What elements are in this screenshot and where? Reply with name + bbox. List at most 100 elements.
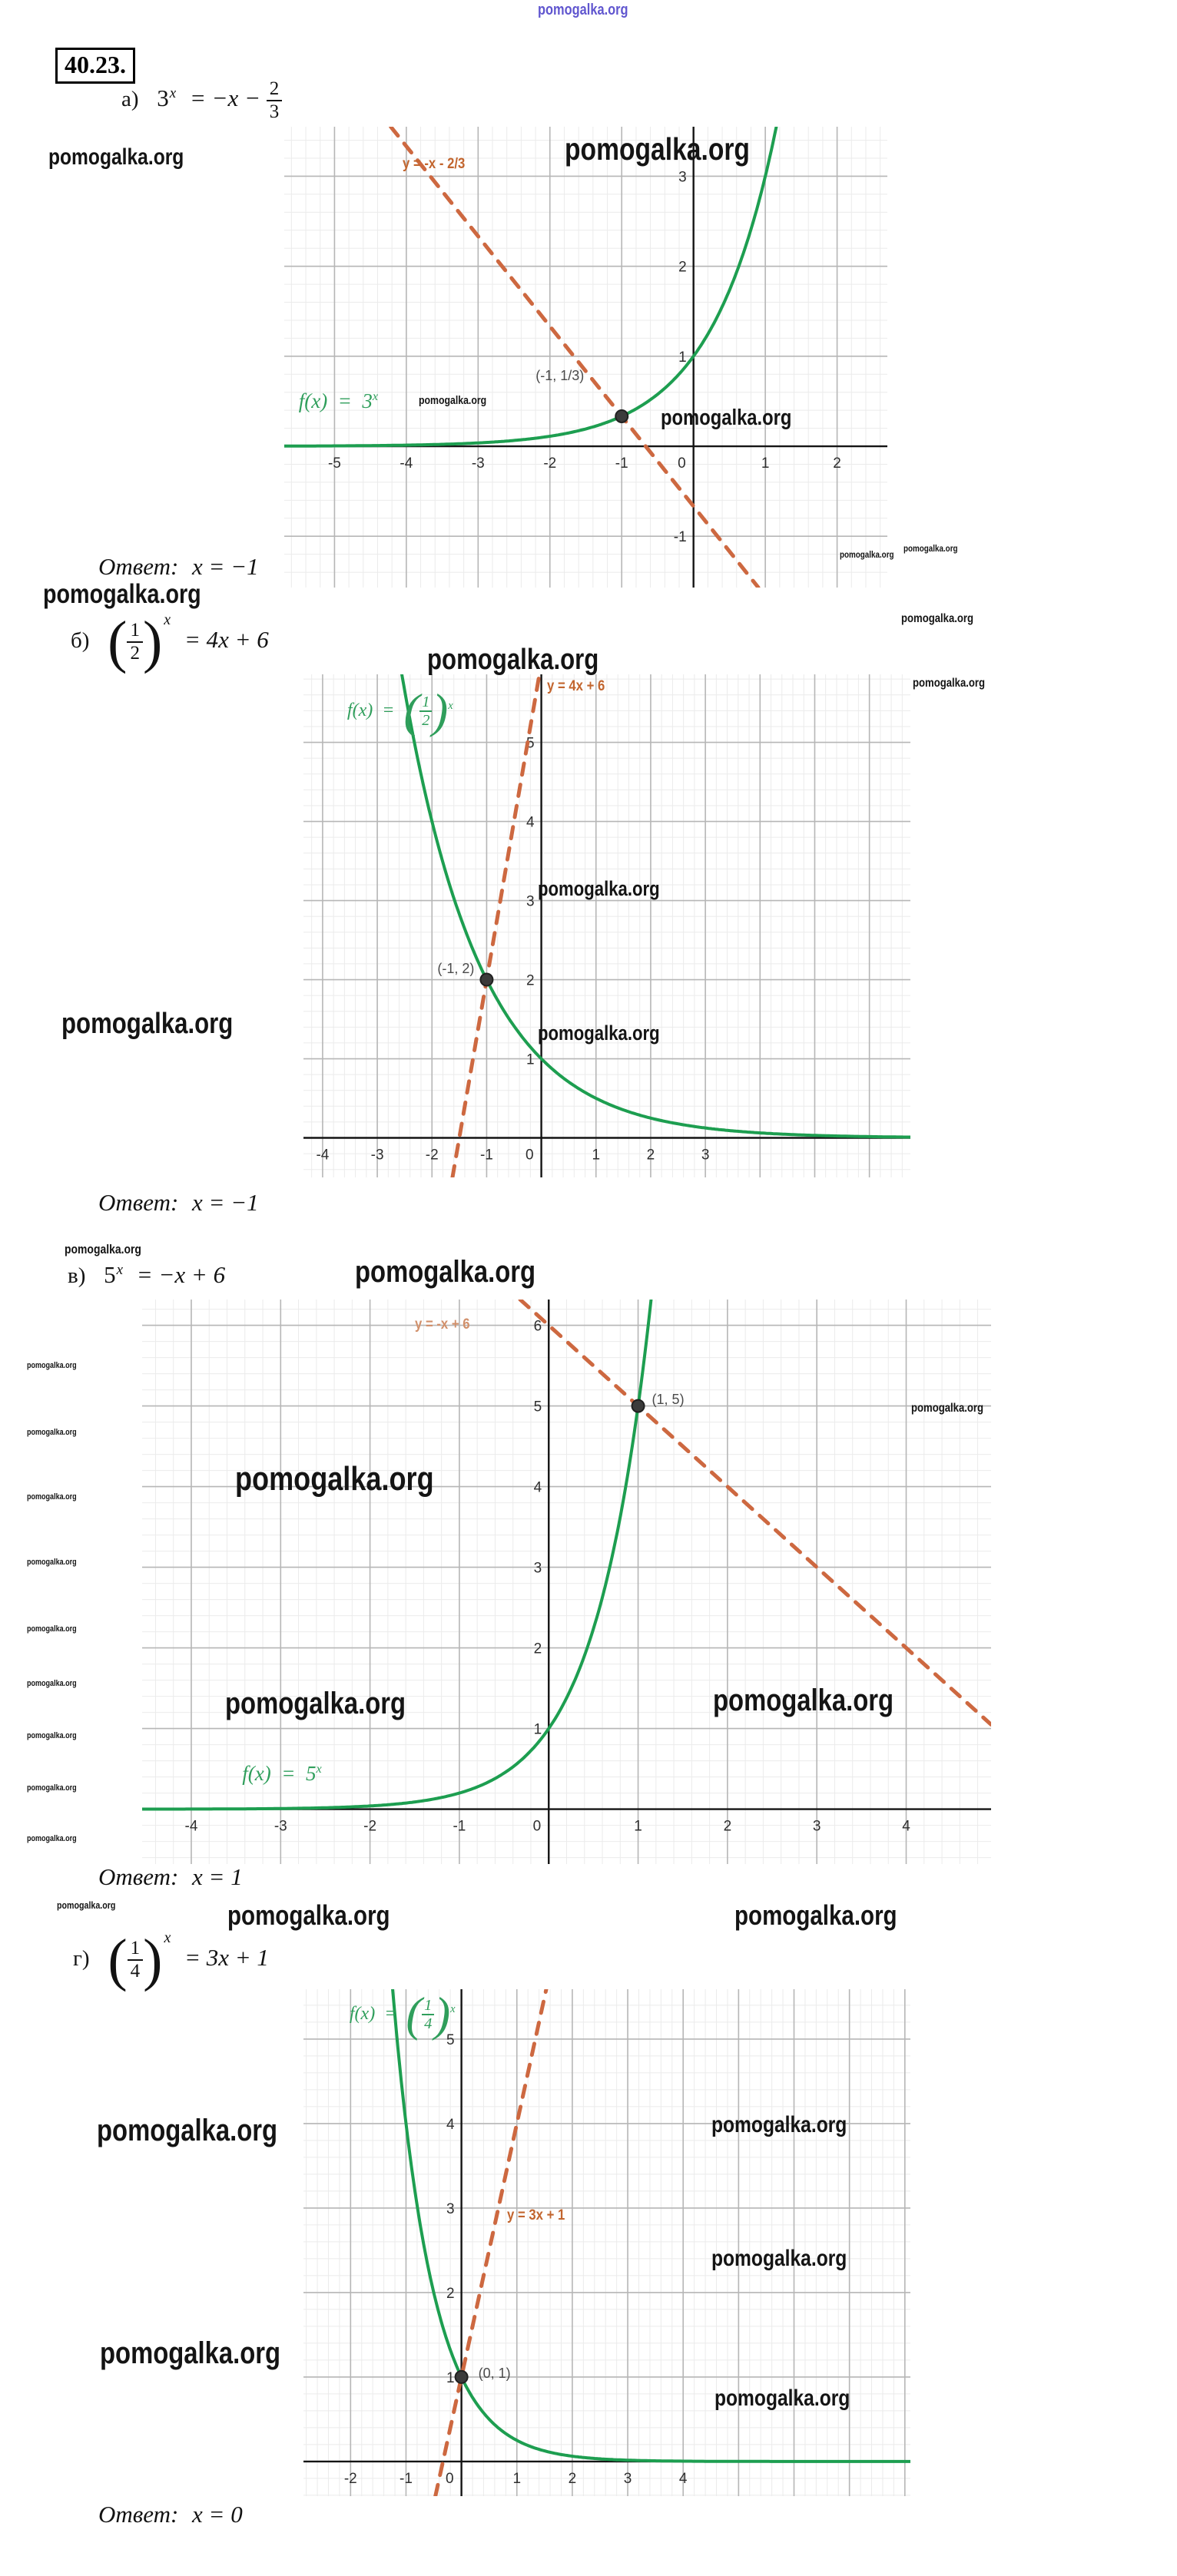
point-label: (0, 1) bbox=[478, 2365, 511, 2381]
line-equation-label: y = -x + 6 bbox=[414, 1316, 470, 1333]
tick-label: -4 bbox=[400, 455, 413, 472]
tick-label: 1 bbox=[512, 2471, 521, 2487]
tick-label: 3 bbox=[678, 169, 687, 185]
tick-label: 0 bbox=[678, 455, 686, 472]
tick-label: -4 bbox=[316, 1147, 329, 1164]
watermark: pomogalka.org bbox=[27, 1361, 77, 1370]
function-label: f(x) = (1 4)x bbox=[349, 1988, 456, 2041]
tick-label: 0 bbox=[533, 1819, 542, 1835]
answer-value: x = −1 bbox=[192, 553, 259, 580]
left-paren: ( bbox=[108, 609, 128, 674]
watermark: pomogalka.org bbox=[27, 1783, 77, 1793]
tick-label: 2 bbox=[534, 1641, 542, 1657]
right-paren: ) bbox=[142, 609, 163, 674]
tick-label: -5 bbox=[328, 455, 341, 472]
right-paren: ) bbox=[143, 1927, 163, 1992]
exp-curve bbox=[391, 1989, 910, 2463]
problem-number: 40.23. bbox=[55, 48, 135, 84]
answer-label: Ответ: bbox=[98, 1863, 179, 1890]
point-label: (-1, 2) bbox=[437, 960, 475, 976]
tick-label: 3 bbox=[526, 894, 535, 910]
watermark: pomogalka.org bbox=[419, 394, 487, 407]
line-equation-label: y = -x - 2/3 bbox=[403, 155, 466, 172]
tick-label: -3 bbox=[274, 1819, 287, 1835]
tick-label: -1 bbox=[453, 1819, 466, 1835]
tick-label: -3 bbox=[371, 1147, 384, 1164]
answer-label: Ответ: bbox=[98, 2501, 179, 2528]
watermark: pomogalka.org bbox=[235, 1460, 434, 1498]
tick-label: 0 bbox=[446, 2471, 454, 2487]
tick-label: -1 bbox=[615, 455, 628, 472]
function-label: f(x) = (1 2)x bbox=[346, 684, 453, 738]
function-label: f(x) = 5x bbox=[242, 1761, 322, 1785]
tick-label: 4 bbox=[534, 1480, 542, 1496]
answer-value: x = −1 bbox=[192, 1189, 259, 1216]
graph-v: -4 -3 -2 -1 0 1 2 3 4 1 2 3 4 5 6 (1, 5) f(x) = 5x y = -x… bbox=[142, 1300, 991, 1864]
tick-label: 4 bbox=[679, 2471, 688, 2487]
tick-label: 2 bbox=[569, 2471, 577, 2487]
tick-label: 1 bbox=[592, 1147, 600, 1164]
tick-label: 1 bbox=[634, 1819, 642, 1835]
tick-label: 1 bbox=[526, 1052, 535, 1068]
answer-g: Ответ: x = 0 bbox=[98, 2501, 243, 2528]
fraction-denominator: 4 bbox=[130, 1960, 141, 1982]
tick-label: -2 bbox=[426, 1147, 439, 1164]
watermark: pomogalka.org bbox=[43, 579, 201, 609]
watermark: pomogalka.org bbox=[27, 1834, 77, 1843]
tick-label: 1 bbox=[678, 349, 687, 366]
equation-g-rhs: = 3x + 1 bbox=[184, 1944, 269, 1971]
watermark: pomogalka.org bbox=[714, 2386, 850, 2411]
watermark: pomogalka.org bbox=[734, 1899, 897, 1931]
answer-value: x = 0 bbox=[192, 2501, 243, 2528]
tick-label: -1 bbox=[400, 2471, 413, 2487]
watermark: pomogalka.org bbox=[911, 1402, 984, 1415]
tick-label: 4 bbox=[902, 1819, 910, 1835]
answer-label: Ответ: bbox=[98, 553, 179, 580]
watermark: pomogalka.org bbox=[840, 549, 894, 560]
watermark: pomogalka.org bbox=[65, 1242, 141, 1257]
tick-label: 2 bbox=[446, 2286, 455, 2302]
plot-v: -4 -3 -2 -1 0 1 2 3 4 1 2 3 4 5 6 bbox=[142, 1300, 991, 1864]
problem-number-text: 40.23. bbox=[65, 51, 126, 78]
watermark: pomogalka.org bbox=[27, 1731, 77, 1740]
fraction-numerator: 2 bbox=[266, 78, 283, 101]
item-label-g: г) bbox=[73, 1946, 90, 1971]
point-label: (1, 5) bbox=[651, 1391, 685, 1407]
watermark: pomogalka.org bbox=[57, 1899, 116, 1911]
tick-label: 3 bbox=[446, 2201, 455, 2217]
tick-label: 0 bbox=[526, 1147, 534, 1164]
equation-b-rhs: = 4x + 6 bbox=[184, 626, 269, 653]
plot-a: -5 -4 -3 -2 -1 0 1 2 -1 1 2 3 bbox=[284, 127, 887, 588]
plot-b: -4 -3 -2 -1 0 1 2 3 1 2 3 4 5 bbox=[303, 674, 910, 1177]
tick-label: 3 bbox=[624, 2471, 632, 2487]
tick-label: 2 bbox=[526, 973, 535, 989]
intersection-point bbox=[631, 1399, 645, 1413]
answer-label: Ответ: bbox=[98, 1189, 179, 1216]
intersection-point bbox=[479, 972, 494, 987]
exp-curve bbox=[284, 127, 778, 448]
left-paren: ( bbox=[108, 1927, 128, 1992]
watermark: pomogalka.org bbox=[97, 2114, 278, 2147]
answer-value: x = 1 bbox=[192, 1863, 243, 1890]
tick-label: 1 bbox=[534, 1722, 542, 1738]
line-series bbox=[450, 674, 542, 1177]
tick-label: 3 bbox=[813, 1819, 821, 1835]
line-series bbox=[518, 1300, 991, 1727]
fraction-denominator: 2 bbox=[130, 642, 140, 664]
equation-v: в) 5x = −x + 6 bbox=[68, 1261, 225, 1289]
tick-label: -2 bbox=[344, 2471, 357, 2487]
equation-a-lhs-exponent: x bbox=[169, 84, 177, 101]
watermark: pomogalka.org bbox=[27, 1428, 77, 1437]
line-series bbox=[389, 127, 761, 588]
tick-label: 2 bbox=[724, 1819, 732, 1835]
point-label: (-1, 1/3) bbox=[535, 367, 585, 383]
answer-b: Ответ: x = −1 bbox=[98, 1189, 259, 1217]
tick-label: 3 bbox=[534, 1561, 542, 1577]
watermark: pomogalka.org bbox=[661, 406, 792, 430]
watermark: pomogalka.org bbox=[355, 1255, 536, 1289]
watermark: pomogalka.org bbox=[711, 2246, 847, 2271]
line-series bbox=[433, 1989, 549, 2496]
